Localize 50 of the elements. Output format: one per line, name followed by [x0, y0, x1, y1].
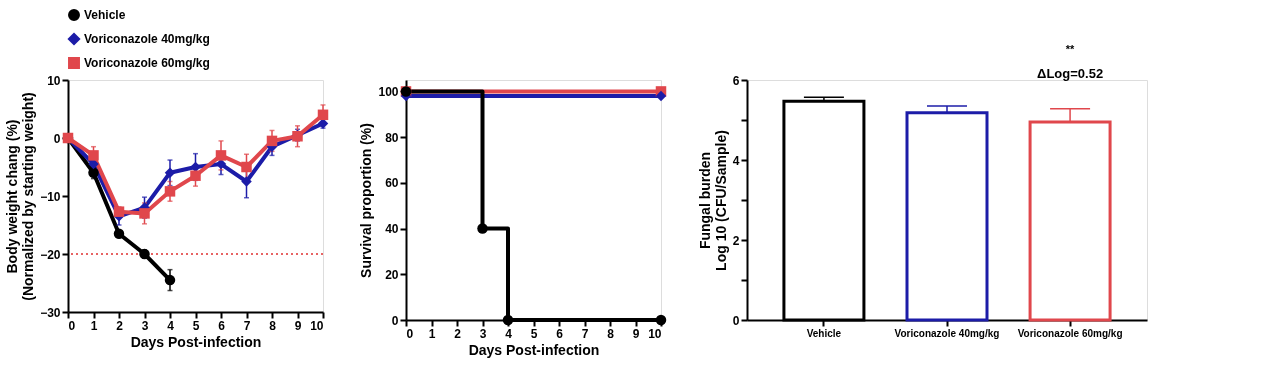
y-tick-label: 10 [47, 73, 61, 88]
x-tick-label: 10 [648, 326, 662, 341]
x-tick-label: Vehicle [806, 327, 842, 339]
x-tick-label: 10 [310, 318, 324, 333]
x-axis-title: Days Post-infection [468, 341, 600, 358]
x-tick-label: 3 [141, 318, 149, 333]
y-tick-label: 40 [385, 222, 399, 237]
y-tick-label: 4 [732, 153, 740, 168]
y-tick-label: 60 [385, 176, 399, 191]
x-tick-label: 0 [406, 326, 414, 341]
y-tick-label: 100 [378, 84, 399, 99]
legend-label: Voriconazole 60mg/kg [84, 56, 210, 70]
x-tick-label: 0 [68, 318, 76, 333]
x-tick-label: 8 [607, 326, 615, 341]
y-tick-label: 20 [385, 267, 399, 282]
x-tick-label: 5 [192, 318, 200, 333]
y-tick-label: 2 [732, 233, 740, 248]
text: Fungal burden [696, 151, 713, 250]
x-tick-label: 5 [530, 326, 538, 341]
y-tick-label: −10 [40, 189, 61, 204]
x-tick-label: 2 [116, 318, 124, 333]
x-tick-label: 1 [90, 318, 98, 333]
text: Log 10 (CFU/Sample) [712, 130, 729, 271]
x-tick-label: 3 [479, 326, 487, 341]
x-tick-label: 4 [167, 318, 175, 333]
x-tick-label: 7 [243, 318, 251, 333]
text: ** [1065, 43, 1076, 55]
x-tick-label: 9 [294, 318, 302, 333]
y-tick-label: 0 [53, 131, 61, 146]
text: (Normalized by starting weight) [20, 92, 37, 301]
x-tick-label: 8 [269, 318, 277, 333]
text: Body weight chang (%) [4, 119, 21, 274]
y-axis-title: Survival proportion (%) [358, 123, 375, 278]
x-tick-label: 7 [581, 326, 589, 341]
x-tick-label: 6 [218, 318, 226, 333]
y-tick-label: 80 [385, 130, 399, 145]
x-tick-label: 6 [556, 326, 564, 341]
legend-label: Voriconazole 40mg/kg [84, 32, 210, 46]
x-tick-label: Voriconazole 40mg/kg [894, 327, 1000, 339]
y-tick-label: 6 [732, 73, 740, 88]
legend-label: Vehicle [84, 8, 126, 22]
y-tick-label: −30 [40, 305, 61, 320]
x-tick-label: 1 [428, 326, 436, 341]
annotation: ΔLog=0.52 [1037, 66, 1104, 81]
x-axis-title: Days Post-infection [130, 333, 262, 350]
x-tick-label: Voriconazole 60mg/kg [1017, 327, 1123, 339]
x-tick-label: 9 [632, 326, 640, 341]
x-tick-label: 4 [505, 326, 513, 341]
y-tick-label: −20 [40, 247, 61, 262]
x-tick-label: 2 [454, 326, 462, 341]
